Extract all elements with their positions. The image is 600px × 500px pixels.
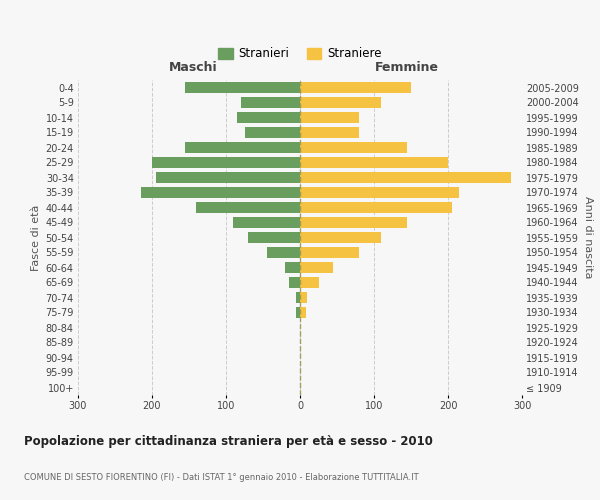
Legend: Stranieri, Straniere: Stranieri, Straniere xyxy=(216,45,384,62)
Y-axis label: Fasce di età: Fasce di età xyxy=(31,204,41,270)
Bar xyxy=(300,112,359,123)
Y-axis label: Anni di nascita: Anni di nascita xyxy=(583,196,593,279)
Bar xyxy=(156,172,300,183)
Bar xyxy=(196,202,300,213)
Bar xyxy=(266,247,300,258)
Text: Maschi: Maschi xyxy=(169,60,218,74)
Bar xyxy=(285,262,300,273)
Bar xyxy=(300,187,459,198)
Bar xyxy=(141,187,300,198)
Bar xyxy=(300,97,382,108)
Bar xyxy=(289,277,300,288)
Bar xyxy=(300,232,382,243)
Bar xyxy=(233,217,300,228)
Bar xyxy=(300,277,319,288)
Bar xyxy=(300,202,452,213)
Bar xyxy=(248,232,300,243)
Bar xyxy=(300,262,334,273)
Bar xyxy=(300,292,307,303)
Text: COMUNE DI SESTO FIORENTINO (FI) - Dati ISTAT 1° gennaio 2010 - Elaborazione TUTT: COMUNE DI SESTO FIORENTINO (FI) - Dati I… xyxy=(24,473,419,482)
Bar xyxy=(185,82,300,93)
Bar xyxy=(300,142,407,153)
Bar xyxy=(300,82,411,93)
Bar xyxy=(300,157,448,168)
Bar xyxy=(185,142,300,153)
Bar xyxy=(237,112,300,123)
Bar xyxy=(152,157,300,168)
Bar xyxy=(296,307,300,318)
Bar xyxy=(300,247,359,258)
Bar xyxy=(300,127,359,138)
Bar xyxy=(245,127,300,138)
Bar xyxy=(241,97,300,108)
Bar xyxy=(300,307,306,318)
Text: Popolazione per cittadinanza straniera per età e sesso - 2010: Popolazione per cittadinanza straniera p… xyxy=(24,435,433,448)
Text: Femmine: Femmine xyxy=(374,60,439,74)
Bar xyxy=(300,172,511,183)
Bar xyxy=(296,292,300,303)
Bar xyxy=(300,217,407,228)
